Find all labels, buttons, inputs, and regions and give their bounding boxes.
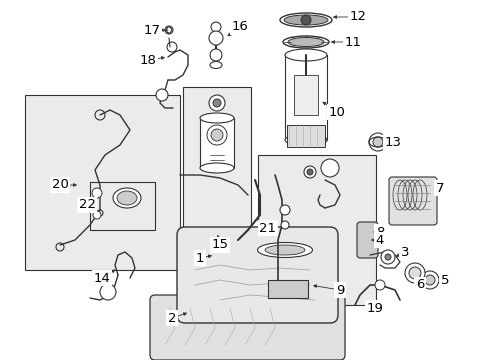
Ellipse shape xyxy=(280,13,331,27)
Ellipse shape xyxy=(285,49,326,61)
Circle shape xyxy=(380,250,394,264)
Text: 16: 16 xyxy=(231,21,248,33)
Circle shape xyxy=(92,188,102,198)
Text: 5: 5 xyxy=(440,274,448,287)
Ellipse shape xyxy=(264,245,305,255)
Bar xyxy=(25,95,180,270)
Circle shape xyxy=(209,49,222,61)
Circle shape xyxy=(408,267,420,279)
Circle shape xyxy=(420,271,438,289)
Circle shape xyxy=(404,263,424,283)
Text: 13: 13 xyxy=(384,135,401,148)
Circle shape xyxy=(424,275,434,285)
Text: 4: 4 xyxy=(375,234,384,247)
Circle shape xyxy=(384,254,390,260)
Bar xyxy=(258,155,375,305)
Circle shape xyxy=(374,280,384,290)
Bar xyxy=(293,75,317,115)
Ellipse shape xyxy=(200,113,234,123)
Text: 11: 11 xyxy=(344,36,361,49)
Ellipse shape xyxy=(200,163,234,173)
Text: 10: 10 xyxy=(328,105,345,118)
FancyBboxPatch shape xyxy=(150,295,345,360)
Circle shape xyxy=(213,99,221,107)
Bar xyxy=(267,280,307,298)
Ellipse shape xyxy=(283,36,328,48)
Text: 3: 3 xyxy=(400,246,408,258)
Ellipse shape xyxy=(284,15,327,25)
Text: 20: 20 xyxy=(51,179,68,192)
Circle shape xyxy=(320,159,338,177)
Text: 22: 22 xyxy=(79,198,95,211)
Text: 6: 6 xyxy=(415,279,423,292)
Ellipse shape xyxy=(209,62,222,68)
Circle shape xyxy=(210,129,223,141)
Circle shape xyxy=(208,95,224,111)
Circle shape xyxy=(281,221,288,229)
FancyBboxPatch shape xyxy=(388,177,436,225)
Ellipse shape xyxy=(257,243,312,257)
Circle shape xyxy=(208,31,223,45)
Ellipse shape xyxy=(117,191,137,205)
Text: 8: 8 xyxy=(375,225,384,238)
Text: 21: 21 xyxy=(259,221,276,234)
Circle shape xyxy=(280,205,289,215)
Circle shape xyxy=(304,166,315,178)
Circle shape xyxy=(301,15,310,25)
Text: 19: 19 xyxy=(366,302,383,315)
FancyBboxPatch shape xyxy=(356,222,377,258)
Ellipse shape xyxy=(287,37,324,46)
Circle shape xyxy=(93,211,101,219)
Text: 9: 9 xyxy=(335,284,344,297)
Bar xyxy=(286,125,325,147)
Circle shape xyxy=(306,169,312,175)
Ellipse shape xyxy=(285,134,326,146)
Text: 12: 12 xyxy=(349,10,366,23)
Text: 7: 7 xyxy=(435,181,443,194)
Circle shape xyxy=(368,133,386,151)
Text: 18: 18 xyxy=(139,54,156,67)
Ellipse shape xyxy=(113,188,141,208)
Bar xyxy=(285,55,326,140)
Text: 15: 15 xyxy=(211,238,228,252)
Circle shape xyxy=(167,42,177,52)
Text: 1: 1 xyxy=(195,252,204,265)
Text: 17: 17 xyxy=(143,23,160,36)
Bar xyxy=(90,182,155,230)
Circle shape xyxy=(372,137,382,147)
Bar xyxy=(183,87,250,232)
Circle shape xyxy=(156,89,168,101)
Bar xyxy=(200,118,234,168)
Circle shape xyxy=(100,284,116,300)
Circle shape xyxy=(210,22,221,32)
Text: 14: 14 xyxy=(93,271,110,284)
Text: 2: 2 xyxy=(167,311,176,324)
FancyBboxPatch shape xyxy=(177,227,337,323)
